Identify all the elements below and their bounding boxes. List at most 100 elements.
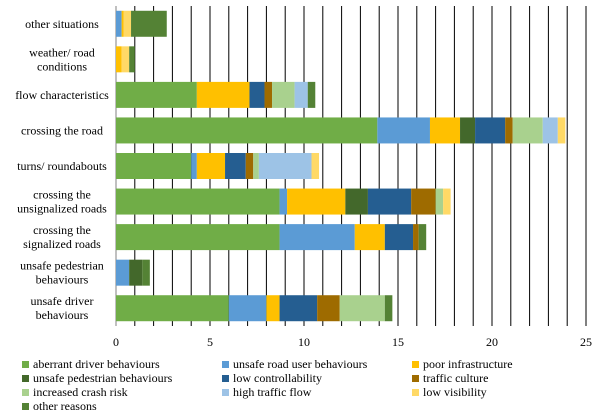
bar-segment <box>367 188 412 215</box>
x-tick-label: 20 <box>486 335 498 349</box>
bar-segment <box>460 117 476 144</box>
x-axis-ticks: 0 5 10 15 20 25 <box>113 335 592 349</box>
bar-segment <box>339 295 385 322</box>
x-tick-label: 5 <box>207 335 213 349</box>
bar-segment <box>266 295 280 322</box>
bar-segment <box>116 153 192 179</box>
bar-segment <box>225 153 246 179</box>
legend-swatch <box>222 374 229 382</box>
category-label: crossing the <box>33 223 91 237</box>
bar-segment <box>435 188 444 215</box>
x-tick-label: 10 <box>298 335 310 349</box>
legend-label: aberrant driver behaviours <box>33 356 160 371</box>
bar-segment <box>191 153 197 179</box>
bar-segment <box>228 295 267 322</box>
bar-segment <box>294 81 308 108</box>
bar-segment <box>131 10 167 37</box>
bar-segment <box>129 259 143 286</box>
bar-segment <box>317 295 340 322</box>
bar-segment <box>413 224 419 251</box>
bar-segment <box>116 46 122 73</box>
legend-swatch <box>22 360 29 368</box>
bar-segment <box>542 117 558 144</box>
category-label: crossing the <box>33 188 91 202</box>
legend-label: other reasons <box>33 398 97 413</box>
bar-segment <box>345 188 368 215</box>
bars <box>116 10 566 322</box>
bar-segment <box>279 224 355 251</box>
legend-item: other reasons <box>22 399 97 413</box>
bar-segment <box>475 117 506 144</box>
bar-segment <box>116 10 122 37</box>
bar-segment <box>377 117 430 144</box>
bar-segment <box>557 117 566 144</box>
legend-label: low visibility <box>423 384 487 399</box>
legend-label: increased crash risk <box>33 384 128 399</box>
legend-item: unsafe road user behaviours <box>222 357 367 371</box>
category-label: unsignalized roads <box>17 202 107 216</box>
legend-item: low controllability <box>222 371 322 385</box>
legend-item: traffic culture <box>412 371 488 385</box>
bar-segment <box>443 188 451 215</box>
bar-segment <box>253 153 259 179</box>
legend-swatch <box>22 388 29 396</box>
bar-segment <box>258 153 312 179</box>
bar-segment <box>245 153 254 179</box>
legend-label: unsafe road user behaviours <box>233 356 368 371</box>
legend-label: high traffic flow <box>233 384 312 399</box>
category-label: crossing the road <box>21 123 103 137</box>
category-label: flow characteristics <box>15 88 109 102</box>
bar-segment <box>418 224 427 251</box>
bar-segment <box>279 188 288 215</box>
legend-swatch <box>222 360 229 368</box>
legend-swatch <box>22 374 29 382</box>
legend-item: high traffic flow <box>222 385 311 399</box>
legend-item: low visibility <box>412 385 487 399</box>
bar-segment <box>354 224 385 251</box>
bar-segment <box>272 81 295 108</box>
legend-label: low controllability <box>233 370 322 385</box>
bar-segment <box>116 117 378 144</box>
bar-segment <box>116 259 130 286</box>
legend-item: poor infrastructure <box>412 357 513 371</box>
bar-segment <box>249 81 265 108</box>
bar-segment <box>279 295 318 322</box>
bar-segment <box>116 188 280 215</box>
legend-item: unsafe pedestrian behaviours <box>22 371 172 385</box>
legend: aberrant driver behaviours unsafe road us… <box>22 357 597 415</box>
category-label: unsafe driver <box>31 294 94 308</box>
legend-label: unsafe pedestrian behaviours <box>33 370 173 385</box>
bar-segment <box>196 81 250 108</box>
bar-segment <box>307 81 316 108</box>
category-label: unsafe pedestrian <box>20 259 104 273</box>
bar-segment <box>384 295 393 322</box>
category-label: signalized roads <box>23 237 101 251</box>
bar-segment <box>121 10 124 37</box>
bar-segment <box>123 10 132 37</box>
bar-segment <box>287 188 346 215</box>
legend-label: poor infrastructure <box>423 356 513 371</box>
bar-segment <box>429 117 461 144</box>
bar-segment <box>116 81 197 108</box>
bar-segment <box>116 224 280 251</box>
legend-item: aberrant driver behaviours <box>22 357 160 371</box>
bar-segment <box>384 224 414 251</box>
category-label: other situations <box>25 17 99 31</box>
category-label: conditions <box>37 59 87 73</box>
legend-swatch <box>222 388 229 396</box>
bar-segment <box>311 153 320 179</box>
x-tick-label: 0 <box>113 335 119 349</box>
legend-label: traffic culture <box>423 370 489 385</box>
bar-segment <box>505 117 513 144</box>
category-label: behaviours <box>36 273 89 287</box>
bar-segment <box>116 295 229 322</box>
x-tick-label: 25 <box>580 335 592 349</box>
legend-swatch <box>412 360 419 368</box>
bar-segment <box>121 46 130 73</box>
bar-segment <box>512 117 543 144</box>
gridlines <box>115 6 587 326</box>
category-label: turns/ roundabouts <box>17 159 107 173</box>
category-label: weather/ road <box>29 45 95 59</box>
